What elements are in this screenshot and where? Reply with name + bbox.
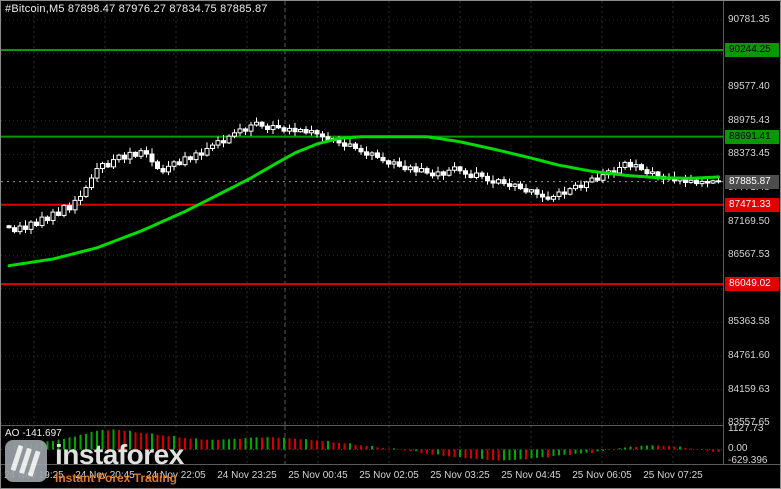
symbol-ohlc-readout: #Bitcoin,M5 87898.47 87976.27 87834.75 8…: [5, 3, 268, 15]
price-badge-support: 87471.33: [725, 197, 779, 212]
time-axis-label: 24 Nov 22:05: [146, 470, 206, 481]
indicator-axis-label: -629.396: [728, 454, 768, 466]
time-axis-label: 25 Nov 04:45: [501, 470, 561, 481]
price-grid-label: 85363.58: [728, 316, 770, 328]
time-axis-label: 24 Nov 20:45: [75, 470, 135, 481]
time-axis-label: 25 Nov 06:05: [572, 470, 632, 481]
price-axis[interactable]: 90781.3590179.3889577.4088975.4388373.45…: [723, 1, 780, 466]
price-grid-label: 88373.45: [728, 148, 770, 160]
price-grid-label: 87169.50: [728, 215, 770, 227]
time-axis-label: 25 Nov 00:45: [288, 470, 348, 481]
watermark-brand-text: instaforex: [55, 439, 184, 470]
price-grid-label: 83557.65: [728, 417, 770, 429]
instaforex-watermark: instaforex Instant Forex Trading: [5, 440, 184, 485]
indicator-axis-label: 1127.73: [728, 423, 764, 435]
price-grid-label: 89577.40: [728, 81, 770, 93]
indicator-vertical-grid: [33, 426, 674, 465]
time-axis-label: 25 Nov 07:25: [643, 470, 703, 481]
instaforex-logo-icon: [5, 440, 47, 482]
main-pane-svg[interactable]: [1, 1, 723, 425]
price-grid-label: 90781.35: [728, 14, 770, 25]
price-grid-label: 84159.63: [728, 383, 770, 395]
watermark-tagline-text: Instant Forex Trading: [55, 471, 178, 485]
price-badge-current-price: 87885.87: [725, 174, 779, 189]
moving-average-line: [7, 135, 720, 268]
indicator-label: AO -141.697: [5, 428, 62, 439]
price-badge-support: 86049.02: [725, 277, 779, 292]
time-axis-label: 25 Nov 02:05: [359, 470, 419, 481]
price-grid-label: 84761.60: [728, 350, 770, 361]
candlestick-series: [6, 117, 721, 235]
price-badge-resistance: 90244.25: [725, 42, 779, 57]
indicator-axis-label: 0.00: [728, 443, 748, 455]
time-axis-label: 24 Nov 23:25: [217, 470, 277, 481]
time-axis-label: 25 Nov 03:25: [430, 470, 490, 481]
vertical-grid: [33, 1, 674, 425]
price-grid-label: 88975.43: [728, 114, 770, 126]
horizontal-grid: [1, 19, 723, 424]
price-badge-resistance: 88691.41: [725, 129, 779, 144]
price-grid-label: 86567.53: [728, 249, 770, 261]
